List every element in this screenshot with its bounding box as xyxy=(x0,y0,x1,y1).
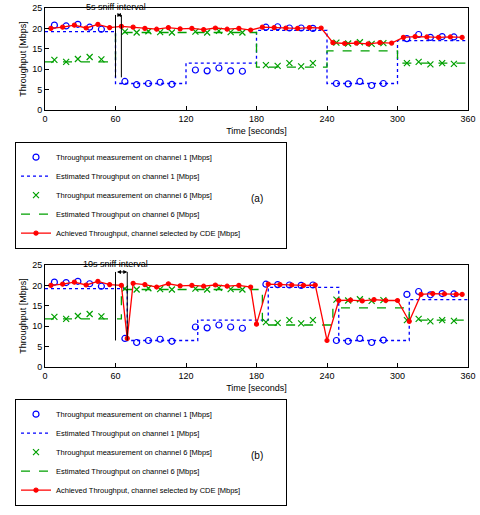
svg-text:360: 360 xyxy=(460,114,475,124)
svg-text:180: 180 xyxy=(249,371,264,381)
svg-text:20: 20 xyxy=(32,24,42,34)
svg-text:Estimated Throughput on channe: Estimated Throughput on channel 1 [Mbps] xyxy=(56,429,199,438)
svg-text:Time [seconds]: Time [seconds] xyxy=(226,126,287,136)
svg-text:300: 300 xyxy=(390,371,405,381)
svg-text:5: 5 xyxy=(37,342,42,352)
svg-text:0: 0 xyxy=(37,362,42,372)
svg-text:120: 120 xyxy=(178,371,193,381)
svg-text:Estimated Throughput on channe: Estimated Throughput on channel 1 [Mbps] xyxy=(56,172,199,181)
svg-text:120: 120 xyxy=(178,114,193,124)
svg-text:15: 15 xyxy=(32,44,42,54)
svg-text:0: 0 xyxy=(37,105,42,115)
svg-text:10: 10 xyxy=(32,64,42,74)
svg-text:Throughput measurement on chan: Throughput measurement on channel 6 [Mbp… xyxy=(56,448,212,457)
svg-text:180: 180 xyxy=(249,114,264,124)
svg-text:360: 360 xyxy=(460,371,475,381)
svg-text:Time [seconds]: Time [seconds] xyxy=(226,383,287,393)
svg-text:10: 10 xyxy=(32,321,42,331)
svg-text:25: 25 xyxy=(32,3,42,13)
svg-text:Achieved Throughput, channel s: Achieved Throughput, channel selected by… xyxy=(56,486,240,495)
svg-text:20: 20 xyxy=(32,281,42,291)
svg-text:Throughput measurement on chan: Throughput measurement on channel 1 [Mbp… xyxy=(56,410,212,419)
svg-text:Estimated Throughput on channe: Estimated Throughput on channel 6 [Mbps] xyxy=(56,210,199,219)
svg-text:60: 60 xyxy=(110,114,120,124)
svg-text:Achieved Throughput, channel s: Achieved Throughput, channel selected by… xyxy=(56,229,240,238)
svg-text:240: 240 xyxy=(319,371,334,381)
svg-text:300: 300 xyxy=(390,114,405,124)
svg-text:0: 0 xyxy=(42,114,47,124)
svg-text:Throughput [Mbps]: Throughput [Mbps] xyxy=(18,21,28,97)
svg-text:0: 0 xyxy=(42,371,47,381)
svg-text:60: 60 xyxy=(110,371,120,381)
svg-text:Throughput measurement on chan: Throughput measurement on channel 6 [Mbp… xyxy=(56,191,212,200)
svg-text:25: 25 xyxy=(32,260,42,270)
svg-text:Estimated Throughput on channe: Estimated Throughput on channel 6 [Mbps] xyxy=(56,467,199,476)
svg-text:15: 15 xyxy=(32,301,42,311)
svg-text:5: 5 xyxy=(37,85,42,95)
svg-text:Throughput [Mbps]: Throughput [Mbps] xyxy=(18,278,28,354)
svg-text:240: 240 xyxy=(319,114,334,124)
svg-text:(a): (a) xyxy=(251,193,263,204)
svg-text:(b): (b) xyxy=(251,450,263,461)
svg-text:10s sniff interval: 10s sniff interval xyxy=(83,259,148,269)
svg-text:Throughput measurement on chan: Throughput measurement on channel 1 [Mbp… xyxy=(56,153,212,162)
svg-text:5s sniff interval: 5s sniff interval xyxy=(86,2,146,12)
